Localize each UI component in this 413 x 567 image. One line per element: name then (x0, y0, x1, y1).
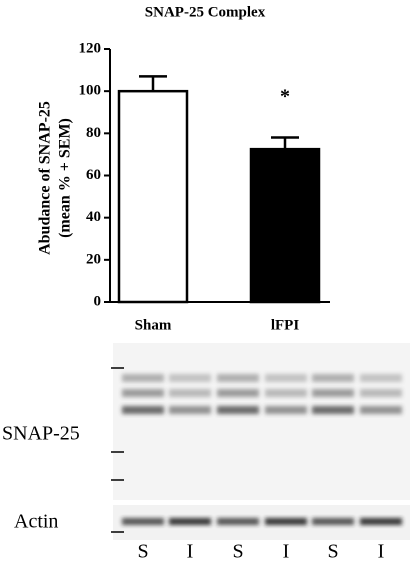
lane-label: S (327, 541, 338, 563)
blot-band (312, 518, 354, 525)
blot-band (169, 389, 211, 397)
blot-band (360, 389, 402, 397)
blot-band (360, 406, 402, 414)
lane-label: S (137, 541, 148, 563)
blot-band (265, 406, 307, 414)
blot-band (360, 518, 402, 525)
lane-label: I (283, 541, 290, 563)
bar (117, 89, 189, 304)
y-tick-label: 100 (79, 83, 102, 99)
blot-band (265, 374, 307, 382)
y-tick-label: 0 (94, 293, 102, 309)
blot-label: Actin (14, 511, 58, 533)
blot-band (312, 374, 354, 382)
blot-band (169, 406, 211, 414)
blot-band (360, 374, 402, 382)
y-tick-label: 60 (86, 167, 101, 183)
blot-band (122, 374, 164, 382)
x-tick-label: Sham (135, 317, 172, 333)
blot-panel (113, 343, 410, 500)
blot-band (217, 406, 259, 414)
western-blot (113, 343, 410, 540)
x-tick-label: lFPI (271, 317, 299, 333)
lane-label: I (187, 541, 194, 563)
y-tick-label: 80 (86, 125, 101, 141)
blot-band (122, 406, 164, 414)
annotation: * (280, 86, 290, 108)
lane-label: I (378, 541, 385, 563)
lane-label: S (232, 541, 243, 563)
blot-band (169, 374, 211, 382)
blot-band (217, 518, 259, 525)
blot-band (122, 518, 164, 525)
y-tick-label: 20 (86, 251, 101, 267)
blot-band (265, 389, 307, 397)
blot-band (312, 406, 354, 414)
y-tick-label: 40 (86, 209, 101, 225)
blot-band (217, 374, 259, 382)
blot-band (169, 518, 211, 525)
blot-band (312, 389, 354, 397)
y-axis-label: (mean % + SEM) (57, 118, 74, 238)
chart-title: SNAP-25 Complex (145, 4, 266, 20)
blot-label: SNAP-25 (2, 423, 80, 445)
y-tick-label: 120 (79, 40, 102, 56)
y-axis-label: Abudance of SNAP-25 (37, 101, 54, 255)
blot-band (217, 389, 259, 397)
bar (249, 147, 321, 304)
blot-band (122, 389, 164, 397)
blot-band (265, 518, 307, 525)
